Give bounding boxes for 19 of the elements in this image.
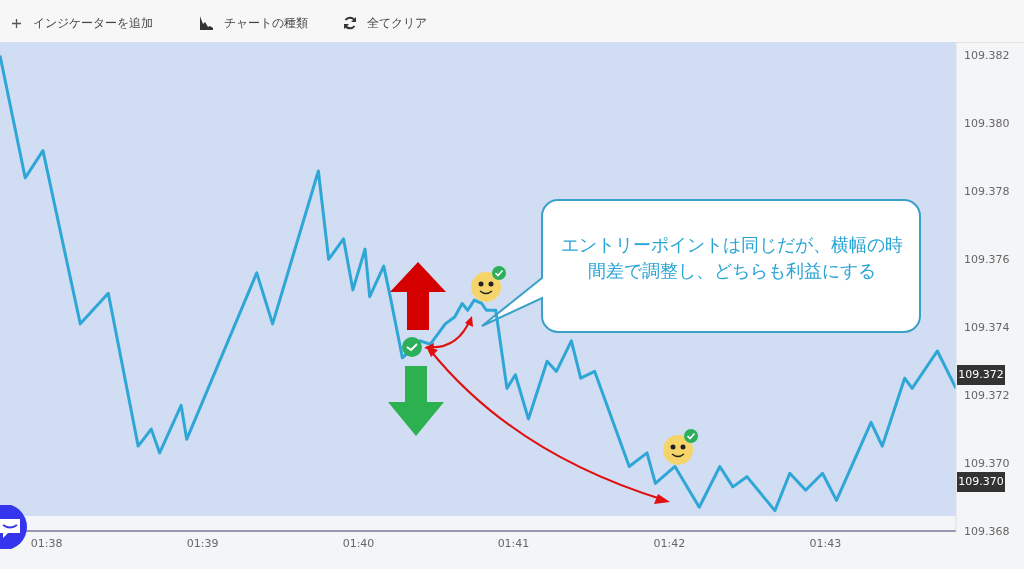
line-series <box>0 54 956 513</box>
y-tick-label: 109.368 <box>964 524 1010 538</box>
y-tick-label: 109.376 <box>964 253 1010 267</box>
y-tick-label: 109.372 <box>964 389 1010 403</box>
annotation: エントリーポイントは同じだが、横幅の時間差で調整し、どちらも利益にする <box>560 233 904 283</box>
text: インジケーターを追加 <box>33 15 153 32</box>
x-tick-label: 01:39 <box>186 536 219 550</box>
x-tick-label: 01:42 <box>653 536 686 550</box>
y-tick-label: 109.380 <box>964 117 1010 131</box>
text: チャートの種類 <box>224 15 308 32</box>
x-tick-label: 01:38 <box>30 536 63 550</box>
y-tick-label: 109.378 <box>964 185 1010 199</box>
x-tick-label: 01:41 <box>497 536 530 550</box>
x-tick-label: 01:43 <box>809 536 842 550</box>
text: 全てクリア <box>367 15 427 32</box>
y-tick-label: 109.370 <box>964 456 1010 470</box>
x-tick-label: 01:40 <box>342 536 375 550</box>
y-tick-label: 109.374 <box>964 321 1010 335</box>
y-tick-label: 109.382 <box>964 49 1010 63</box>
